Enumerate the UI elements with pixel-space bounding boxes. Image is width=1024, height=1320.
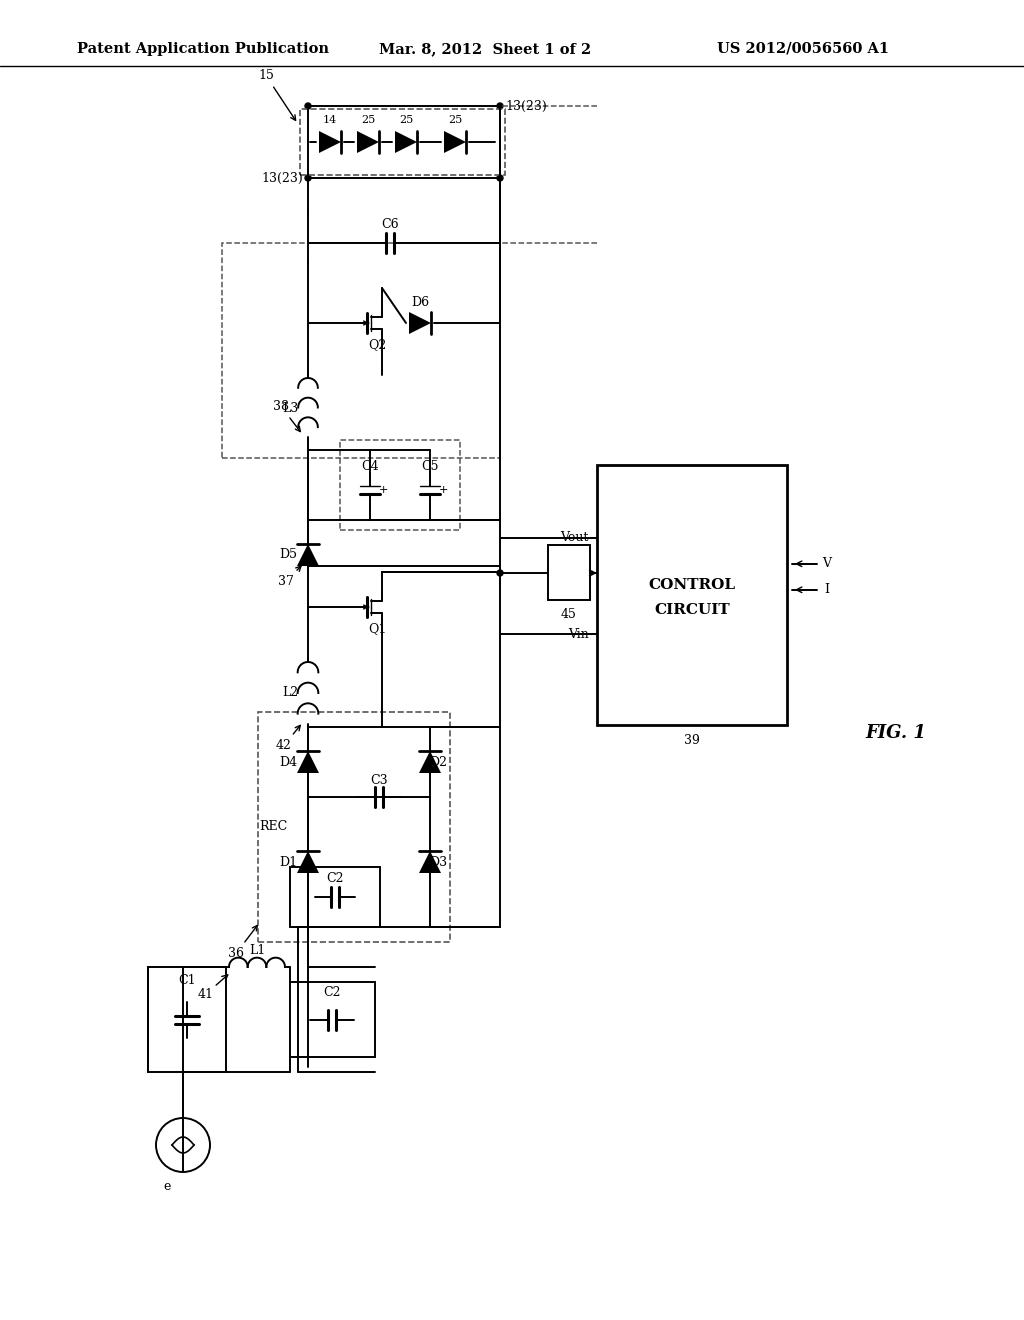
Polygon shape — [297, 544, 319, 566]
Circle shape — [497, 570, 503, 576]
Text: 36: 36 — [228, 925, 257, 960]
Text: 25: 25 — [399, 115, 413, 125]
Polygon shape — [319, 131, 341, 153]
Text: 37: 37 — [278, 566, 301, 587]
Bar — [148, 968, 226, 1072]
Text: REC: REC — [259, 821, 287, 833]
Polygon shape — [357, 131, 379, 153]
Text: Vin: Vin — [568, 627, 589, 640]
Bar — [300, 110, 505, 176]
Text: C2: C2 — [327, 873, 344, 886]
Text: C2: C2 — [324, 986, 341, 998]
Text: L2: L2 — [282, 686, 298, 700]
Text: Q2: Q2 — [368, 338, 386, 351]
Polygon shape — [444, 131, 466, 153]
Text: 14: 14 — [323, 115, 337, 125]
Text: D1: D1 — [279, 855, 297, 869]
Polygon shape — [297, 751, 319, 774]
Text: D4: D4 — [279, 755, 297, 768]
Text: 42: 42 — [276, 726, 300, 752]
Bar — [340, 440, 460, 531]
Text: D6: D6 — [411, 297, 429, 309]
Text: e: e — [163, 1180, 171, 1193]
Text: CIRCUIT: CIRCUIT — [654, 603, 730, 616]
Circle shape — [305, 176, 311, 181]
Text: L3: L3 — [282, 401, 298, 414]
Text: I: I — [824, 583, 829, 597]
Text: 38: 38 — [273, 400, 300, 432]
Polygon shape — [419, 851, 441, 873]
Circle shape — [497, 103, 503, 110]
Text: 25: 25 — [360, 115, 375, 125]
Circle shape — [305, 103, 311, 110]
Text: D2: D2 — [429, 755, 447, 768]
Text: C5: C5 — [421, 459, 438, 473]
Bar — [258, 711, 450, 942]
Text: FIG. 1: FIG. 1 — [865, 723, 927, 742]
Text: 13(23): 13(23) — [261, 172, 303, 185]
Bar — [222, 243, 500, 458]
Text: Patent Application Publication: Patent Application Publication — [77, 42, 329, 55]
Text: D5: D5 — [279, 549, 297, 561]
Text: 45: 45 — [561, 607, 577, 620]
Bar — [290, 867, 380, 927]
Text: 13(23): 13(23) — [505, 99, 547, 112]
Text: 39: 39 — [684, 734, 700, 747]
Polygon shape — [297, 851, 319, 873]
Bar — [597, 465, 787, 725]
Text: V: V — [822, 557, 831, 570]
Polygon shape — [395, 131, 417, 153]
Text: 25: 25 — [447, 115, 462, 125]
Text: 41: 41 — [198, 987, 214, 1001]
Text: Q1: Q1 — [368, 623, 386, 635]
Circle shape — [497, 176, 503, 181]
Polygon shape — [419, 751, 441, 774]
Text: C4: C4 — [361, 459, 379, 473]
Text: Mar. 8, 2012  Sheet 1 of 2: Mar. 8, 2012 Sheet 1 of 2 — [379, 42, 591, 55]
Bar — [290, 982, 375, 1057]
Text: Vout: Vout — [560, 531, 589, 544]
Text: C6: C6 — [381, 219, 398, 231]
Polygon shape — [409, 312, 431, 334]
Text: C1: C1 — [178, 974, 196, 987]
Text: CONTROL: CONTROL — [648, 578, 735, 591]
Text: 15: 15 — [258, 69, 296, 120]
Text: L1: L1 — [249, 945, 265, 957]
Text: C3: C3 — [371, 775, 388, 788]
Text: D3: D3 — [429, 855, 447, 869]
Text: +: + — [438, 484, 447, 495]
Text: US 2012/0056560 A1: US 2012/0056560 A1 — [717, 42, 889, 55]
Text: +: + — [378, 484, 388, 495]
Bar — [548, 545, 590, 601]
